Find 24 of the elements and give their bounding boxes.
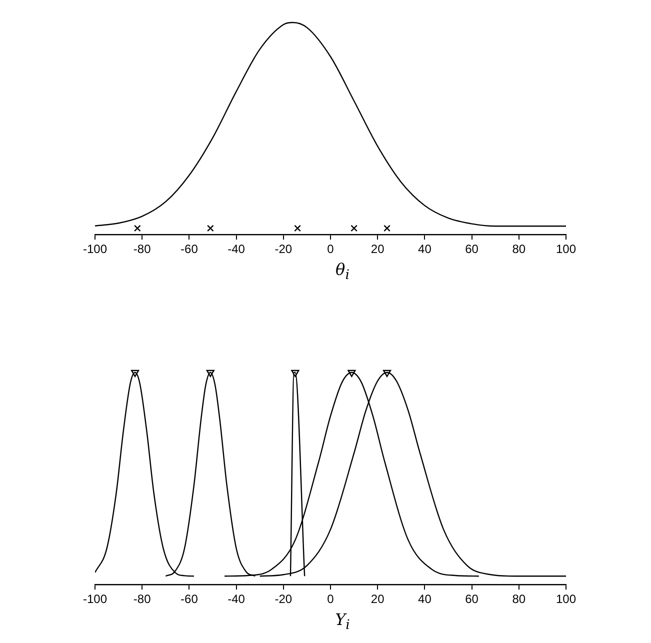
x-tick-label: 60 [465,592,479,606]
x-tick-label: -100 [82,592,108,606]
x-tick-label: 0 [327,242,334,256]
x-tick-label: 40 [418,592,432,606]
x-tick-label: 20 [370,592,385,606]
x-tick-label: -60 [180,592,198,606]
x-tick-label: 100 [556,592,576,606]
x-tick-label: 60 [465,242,479,256]
x-tick-label: 40 [418,242,432,256]
x-axis-title: Y$_{i}$ [334,610,351,634]
x-tick-label: 0 [327,592,334,606]
x-tick-label: -60 [180,242,198,256]
x-tick-label: 20 [370,242,385,256]
x-tick-label: -20 [274,592,292,606]
x-axis-title: θ$_{i}$ [334,260,350,284]
x-tick-label: 80 [512,592,526,606]
x-tick-label: -40 [228,592,246,606]
x-tick-label: 80 [512,242,526,256]
x-tick-label: -20 [274,242,292,256]
x-tick-label: 100 [556,242,576,256]
x-tick-label: -80 [133,592,152,606]
x-tick-label: -100 [82,242,108,256]
x-tick-label: -80 [133,242,152,256]
x-tick-label: -40 [228,242,246,256]
